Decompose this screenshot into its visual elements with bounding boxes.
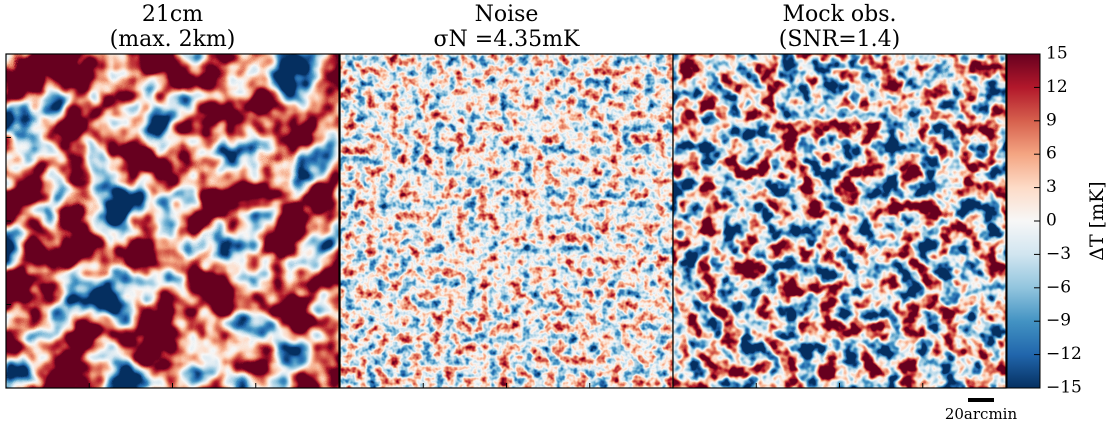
colorbar-tick-label: −15 xyxy=(1046,378,1082,398)
colorbar-tick-label: 0 xyxy=(1046,211,1057,231)
scale-bar-label: 20arcmin xyxy=(945,405,1018,423)
image-panel xyxy=(6,54,339,388)
colorbar-tick-label: 3 xyxy=(1046,177,1057,197)
colorbar-tick-label: −12 xyxy=(1046,344,1082,364)
panel-subtitle: σN =4.35mK xyxy=(434,27,581,52)
colorbar-label: ΔT [mK] xyxy=(1086,181,1108,260)
panel-title: 21cm xyxy=(142,2,203,27)
panel-title: Mock obs. xyxy=(782,2,896,27)
colorbar-tick-label: 6 xyxy=(1046,144,1057,164)
image-panel xyxy=(673,54,1006,388)
panel-title: Noise xyxy=(475,2,539,27)
colorbar-tick-label: 12 xyxy=(1046,77,1068,97)
panel-subtitle: (max. 2km) xyxy=(110,27,236,52)
panel-subtitle: (SNR=1.4) xyxy=(779,27,900,52)
image-panel xyxy=(340,54,673,388)
colorbar-tick-label: 9 xyxy=(1046,110,1057,130)
colorbar-tick-label: −9 xyxy=(1046,311,1071,331)
colorbar-tick-label: −6 xyxy=(1046,277,1071,297)
colorbar-tick-label: −3 xyxy=(1046,244,1071,264)
colorbar-tick-label: 15 xyxy=(1046,44,1068,64)
